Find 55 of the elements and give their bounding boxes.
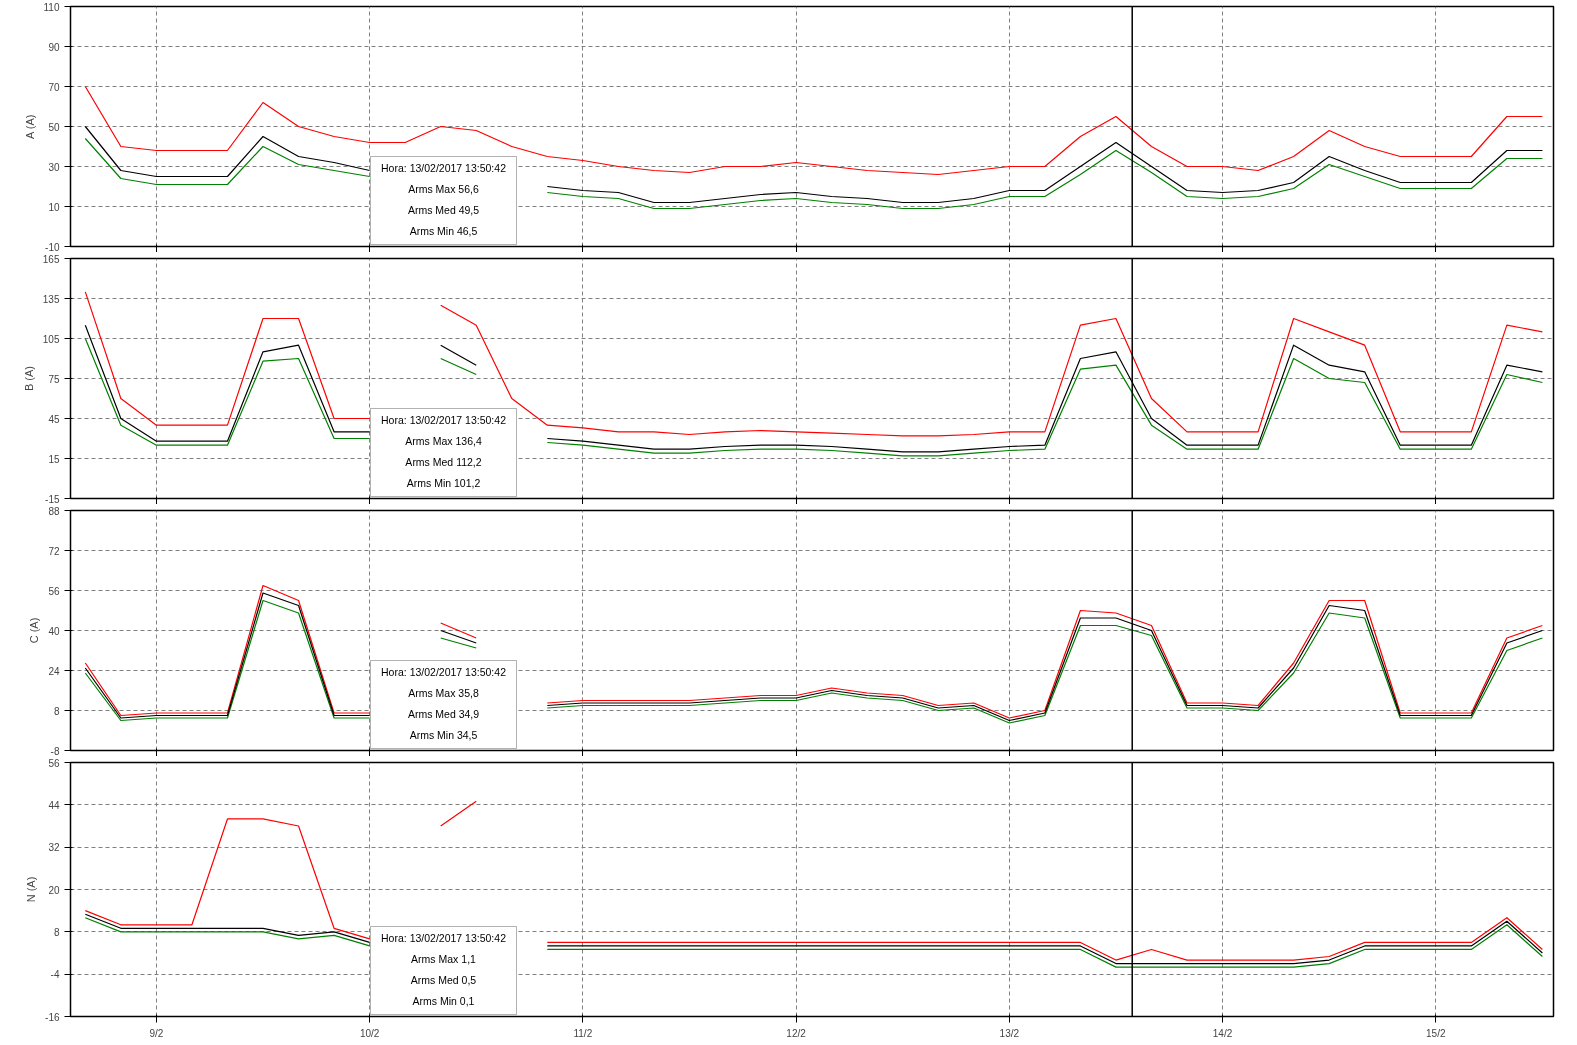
y-tick-label: 32 [48, 842, 60, 854]
annotation: Hora: 13/02/2017 13:50:42 [381, 413, 507, 426]
x-tick-label: 15/2 [1426, 1027, 1446, 1039]
x-tick-label: 10/2 [359, 1027, 380, 1039]
x-tick-label: 12/2 [786, 1027, 807, 1039]
annotation: Arms Min 34,5 [409, 728, 478, 741]
y-tick-label: 72 [48, 545, 60, 557]
y-tick-label: -4 [50, 969, 60, 981]
y-tick-label: 88 [48, 505, 60, 517]
y-tick-label: 8 [53, 705, 60, 717]
x-tick-label: 9/2 [149, 1027, 164, 1039]
y-tick-label: -10 [45, 241, 60, 253]
y-tick-label: 105 [42, 333, 60, 345]
y-axis-title: A (A) [23, 114, 36, 140]
y-axis-title: C (A) [28, 617, 41, 644]
y-tick-label: 10 [48, 201, 60, 213]
y-tick-label: 24 [48, 665, 60, 677]
annotation: Arms Min 101,2 [406, 476, 481, 489]
y-tick-label: 15 [48, 453, 60, 465]
y-tick-label: 20 [48, 884, 60, 896]
y-tick-label: 165 [42, 253, 60, 265]
y-tick-label: -15 [45, 493, 60, 505]
annotation: Hora: 13/02/2017 13:50:42 [381, 665, 507, 678]
y-tick-label: -16 [45, 1011, 60, 1023]
y-tick-label: 44 [48, 799, 60, 811]
y-tick-label: 30 [48, 161, 60, 173]
y-axis-title: N (A) [25, 876, 38, 903]
annotation: Arms Max 136,4 [405, 434, 482, 447]
annotation: Arms Med 49,5 [407, 203, 480, 216]
y-tick-label: 135 [42, 293, 60, 305]
x-tick-label: 11/2 [573, 1027, 593, 1039]
x-tick-label: 13/2 [999, 1027, 1020, 1039]
annotation: Arms Med 34,9 [407, 707, 480, 720]
y-tick-label: 56 [48, 585, 60, 597]
y-tick-label: 50 [48, 121, 60, 133]
y-tick-label: 45 [48, 413, 60, 425]
annotation: Arms Med 0,5 [410, 973, 477, 986]
annotation: Hora: 13/02/2017 13:50:42 [381, 161, 507, 174]
annotation: Arms Med 112,2 [405, 455, 482, 468]
annotation: Arms Min 0,1 [412, 994, 475, 1007]
y-tick-label: -8 [50, 745, 60, 757]
y-tick-label: 56 [48, 757, 60, 769]
annotation: Arms Max 56,6 [408, 182, 479, 195]
y-tick-label: 70 [48, 81, 60, 93]
y-tick-label: 8 [53, 926, 60, 938]
annotation: Hora: 13/02/2017 13:50:42 [381, 931, 507, 944]
y-tick-label: 90 [48, 41, 60, 53]
annotation: Arms Max 35,8 [408, 686, 479, 699]
y-tick-label: 75 [48, 373, 60, 385]
y-tick-label: 110 [43, 1, 60, 13]
annotation: Arms Min 46,5 [409, 224, 478, 237]
y-axis-title: B (A) [22, 365, 35, 392]
y-tick-label: 40 [48, 625, 60, 637]
annotation: Arms Max 1,1 [411, 952, 477, 965]
x-tick-label: 14/2 [1212, 1027, 1233, 1039]
